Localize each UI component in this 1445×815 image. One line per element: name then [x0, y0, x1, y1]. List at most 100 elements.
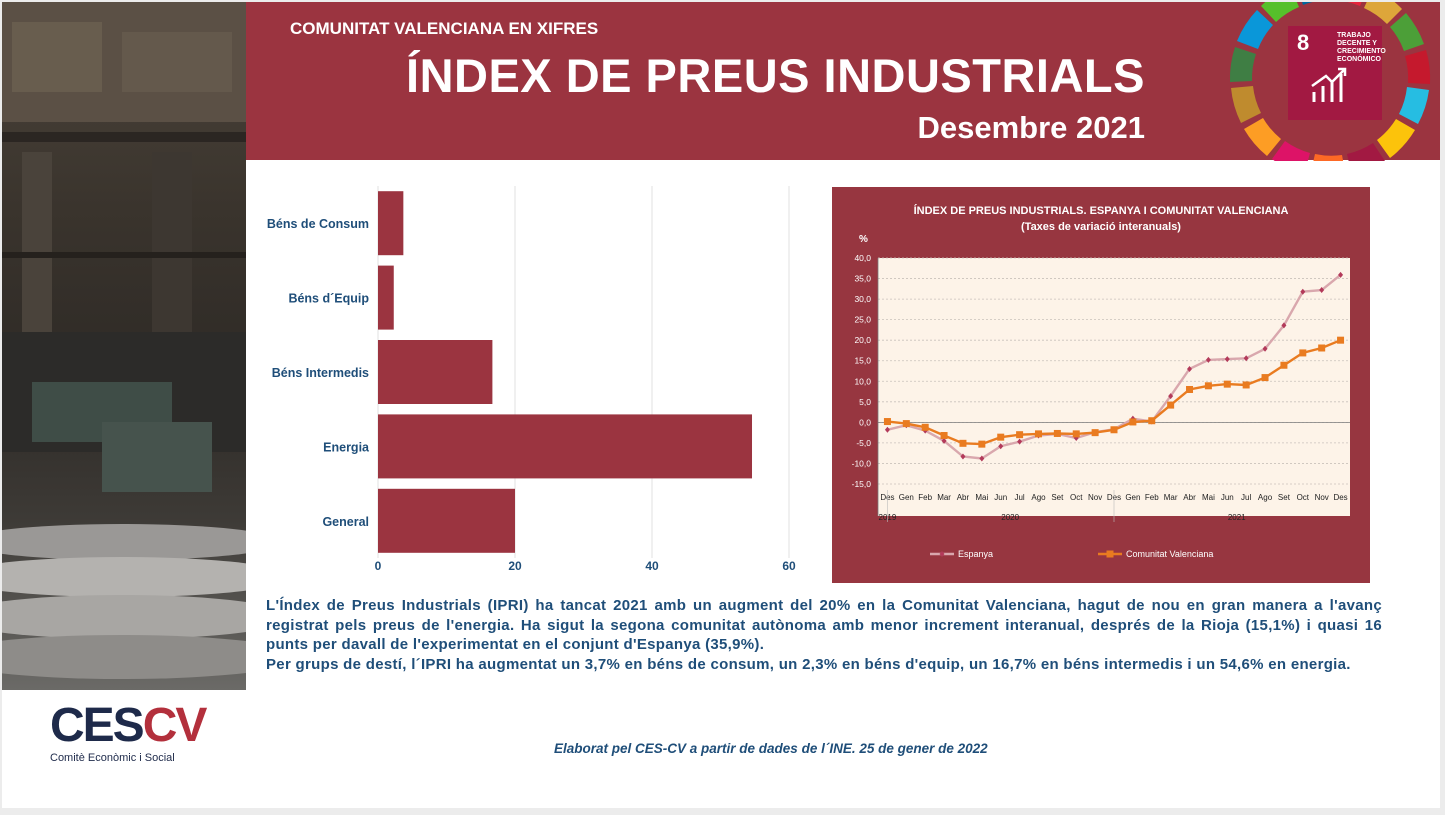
- series-point: [1280, 361, 1288, 369]
- line-x-tick-label: Nov: [1088, 493, 1102, 502]
- line-y-tick-label: -10,0: [852, 458, 872, 468]
- series-point: [1299, 349, 1307, 357]
- line-x-tick-label: Jun: [1221, 493, 1234, 502]
- series-point: [902, 420, 910, 428]
- sdg-label: TRABAJO DECENTE Y CRECIMIENTO ECONÓMICO: [1337, 32, 1386, 63]
- line-chart-subtitle: (Taxes de variació interanuals): [1021, 221, 1181, 233]
- line-y-tick-label: 20,0: [854, 335, 871, 345]
- legend-label: Espanya: [958, 549, 993, 559]
- series-point: [1224, 356, 1230, 363]
- series-point: [978, 440, 986, 448]
- bar: [378, 265, 394, 330]
- series-point: [960, 453, 966, 460]
- line-x-tick-label: Abr: [1183, 493, 1196, 502]
- series-point: [1338, 271, 1344, 278]
- series-point: [1262, 345, 1268, 352]
- series-point: [1187, 365, 1193, 372]
- line-y-tick-label: 25,0: [854, 315, 871, 325]
- series-point: [998, 443, 1004, 450]
- header-suptitle: COMUNITAT VALENCIANA EN XIFRES: [290, 19, 599, 38]
- line-x-tick-label: Feb: [1145, 493, 1159, 502]
- line-x-tick-label: Set: [1051, 493, 1064, 502]
- series-point: [1319, 287, 1325, 294]
- series-point: [1186, 385, 1194, 393]
- bar-category-label: Béns Intermedis: [272, 366, 369, 380]
- line-x-tick-label: Jul: [1241, 493, 1251, 502]
- legend-marker: [939, 551, 945, 557]
- series-point: [1110, 426, 1118, 434]
- line-year-label: 2020: [1001, 513, 1019, 522]
- header-banner: COMUNITAT VALENCIANA EN XIFRES ÍNDEX DE …: [246, 2, 1440, 161]
- series-point: [1242, 381, 1250, 389]
- line-y-tick-label: 15,0: [854, 356, 871, 366]
- line-y-tick-label: -15,0: [852, 479, 872, 489]
- series-point: [940, 432, 948, 440]
- bar-category-label: Energia: [323, 440, 370, 454]
- series-point: [1167, 401, 1175, 409]
- factory-photo-graphic: [2, 2, 246, 679]
- line-year-label: 2021: [1228, 513, 1246, 522]
- series-point: [884, 426, 890, 433]
- line-chart: 40,0 35,0 30,0 25,0 20,0 15,0 10,0 5,0 0,0 -5,0 -1…: [852, 234, 1350, 559]
- line-y-tick-label: 5,0: [859, 397, 871, 407]
- line-x-tick-label: Ago: [1258, 493, 1273, 502]
- series-point: [1281, 322, 1287, 329]
- series-point: [1034, 430, 1042, 438]
- bar-x-tick-label: 60: [782, 559, 796, 573]
- line-x-tick-label: Nov: [1315, 493, 1329, 502]
- series-point: [1129, 418, 1137, 426]
- series-point: [1072, 430, 1080, 438]
- bar-x-tick-label: 40: [645, 559, 659, 573]
- series-point: [1017, 438, 1023, 445]
- line-year-label: 2019: [879, 513, 897, 522]
- series-point: [1168, 393, 1174, 400]
- line-y-tick-label: 40,0: [854, 253, 871, 263]
- line-x-tick-label: Mar: [937, 493, 951, 502]
- series-point: [1148, 417, 1156, 425]
- sdg-wheel-icon: [1229, 2, 1431, 161]
- line-x-tick-label: Mar: [1164, 493, 1178, 502]
- series-point: [1205, 356, 1211, 363]
- summary-paragraph-1: L'Índex de Preus Industrials (IPRI) ha t…: [266, 597, 1382, 653]
- bar-category-label: Béns de Consum: [267, 217, 369, 231]
- bar-x-tick-label: 0: [375, 559, 382, 573]
- line-x-tick-label: Ago: [1031, 493, 1046, 502]
- line-y-tick-label: 10,0: [854, 376, 871, 386]
- summary-text: L'Índex de Preus Industrials (IPRI) ha t…: [266, 596, 1382, 674]
- bar: [378, 488, 515, 553]
- line-x-tick-label: Des: [1333, 493, 1347, 502]
- line-x-tick-label: Mai: [1202, 493, 1215, 502]
- line-y-axis-label: %: [859, 234, 868, 245]
- line-x-tick-label: Abr: [957, 493, 970, 502]
- line-x-tick-label: Mai: [975, 493, 988, 502]
- line-x-tick-label: Oct: [1297, 493, 1310, 502]
- series-point: [1261, 374, 1269, 382]
- bar: [378, 414, 753, 479]
- legend-marker: [1106, 550, 1114, 558]
- line-y-tick-label: 35,0: [854, 274, 871, 284]
- page-period: Desembre 2021: [917, 110, 1146, 145]
- bar-category-label: Béns d´Equip: [288, 292, 369, 306]
- series-point: [941, 437, 947, 444]
- series-point: [1300, 288, 1306, 295]
- series-point: [979, 455, 985, 462]
- line-y-tick-label: 0,0: [859, 417, 871, 427]
- series-point: [997, 433, 1005, 441]
- cescv-logo: CESCV Comitè Econòmic i Social: [50, 699, 208, 765]
- page-title: ÍNDEX DE PREUS INDUSTRIALS: [406, 49, 1145, 102]
- bar-chart: 0 20 40 60 Béns de Consum Béns d´Equip Béns In…: [267, 186, 796, 573]
- line-y-tick-label: 30,0: [854, 294, 871, 304]
- series-point: [1243, 355, 1249, 362]
- series-point: [1223, 380, 1231, 388]
- line-x-tick-label: Set: [1278, 493, 1291, 502]
- series-point: [883, 418, 891, 426]
- line-x-tick-label: Oct: [1070, 493, 1083, 502]
- logo-cv: CV: [142, 699, 208, 752]
- line-y-tick-label: -5,0: [856, 438, 871, 448]
- plot-area: [878, 258, 1350, 516]
- series-point: [1318, 344, 1326, 352]
- sdg-number: 8: [1297, 30, 1310, 55]
- line-x-tick-label: Gen: [899, 493, 914, 502]
- series-point: [959, 439, 967, 447]
- source-footer: Elaborat pel CES-CV a partir de dades de…: [554, 741, 988, 756]
